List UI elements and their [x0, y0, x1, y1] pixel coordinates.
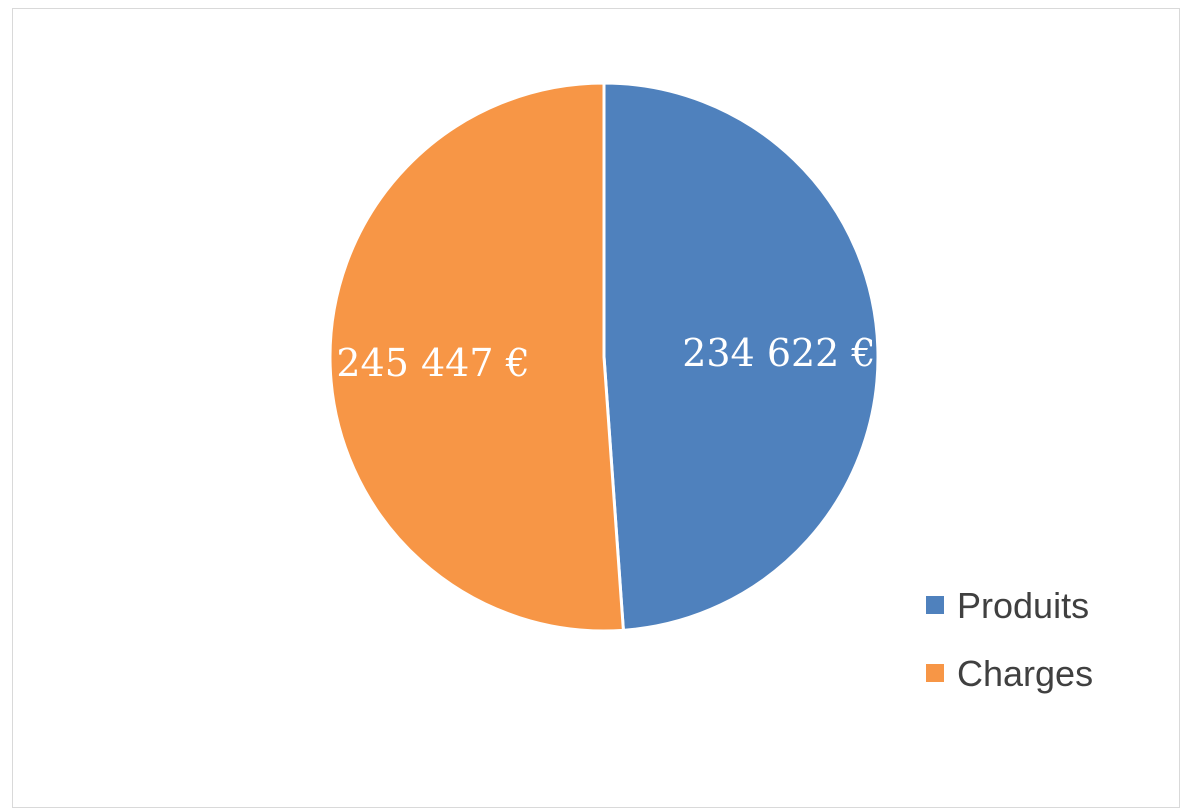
- legend-label-charges: Charges: [957, 653, 1093, 694]
- pie-slices: [328, 81, 880, 633]
- legend-swatch-charges: [926, 664, 944, 682]
- pie-chart: 234 622 € 245 447 € Produits Charges: [328, 81, 1093, 694]
- pie-slice-produits: [602, 81, 880, 632]
- pie-slice-charges: [328, 81, 625, 633]
- chart-area: 234 622 € 245 447 € Produits Charges: [12, 8, 1180, 808]
- data-label-produits: 234 622 €: [682, 331, 875, 375]
- data-label-charges: 245 447 €: [336, 341, 529, 385]
- legend: Produits Charges: [926, 585, 1093, 694]
- legend-swatch-produits: [926, 596, 944, 614]
- pie-data-labels: 234 622 € 245 447 €: [336, 331, 875, 385]
- legend-label-produits: Produits: [957, 585, 1089, 626]
